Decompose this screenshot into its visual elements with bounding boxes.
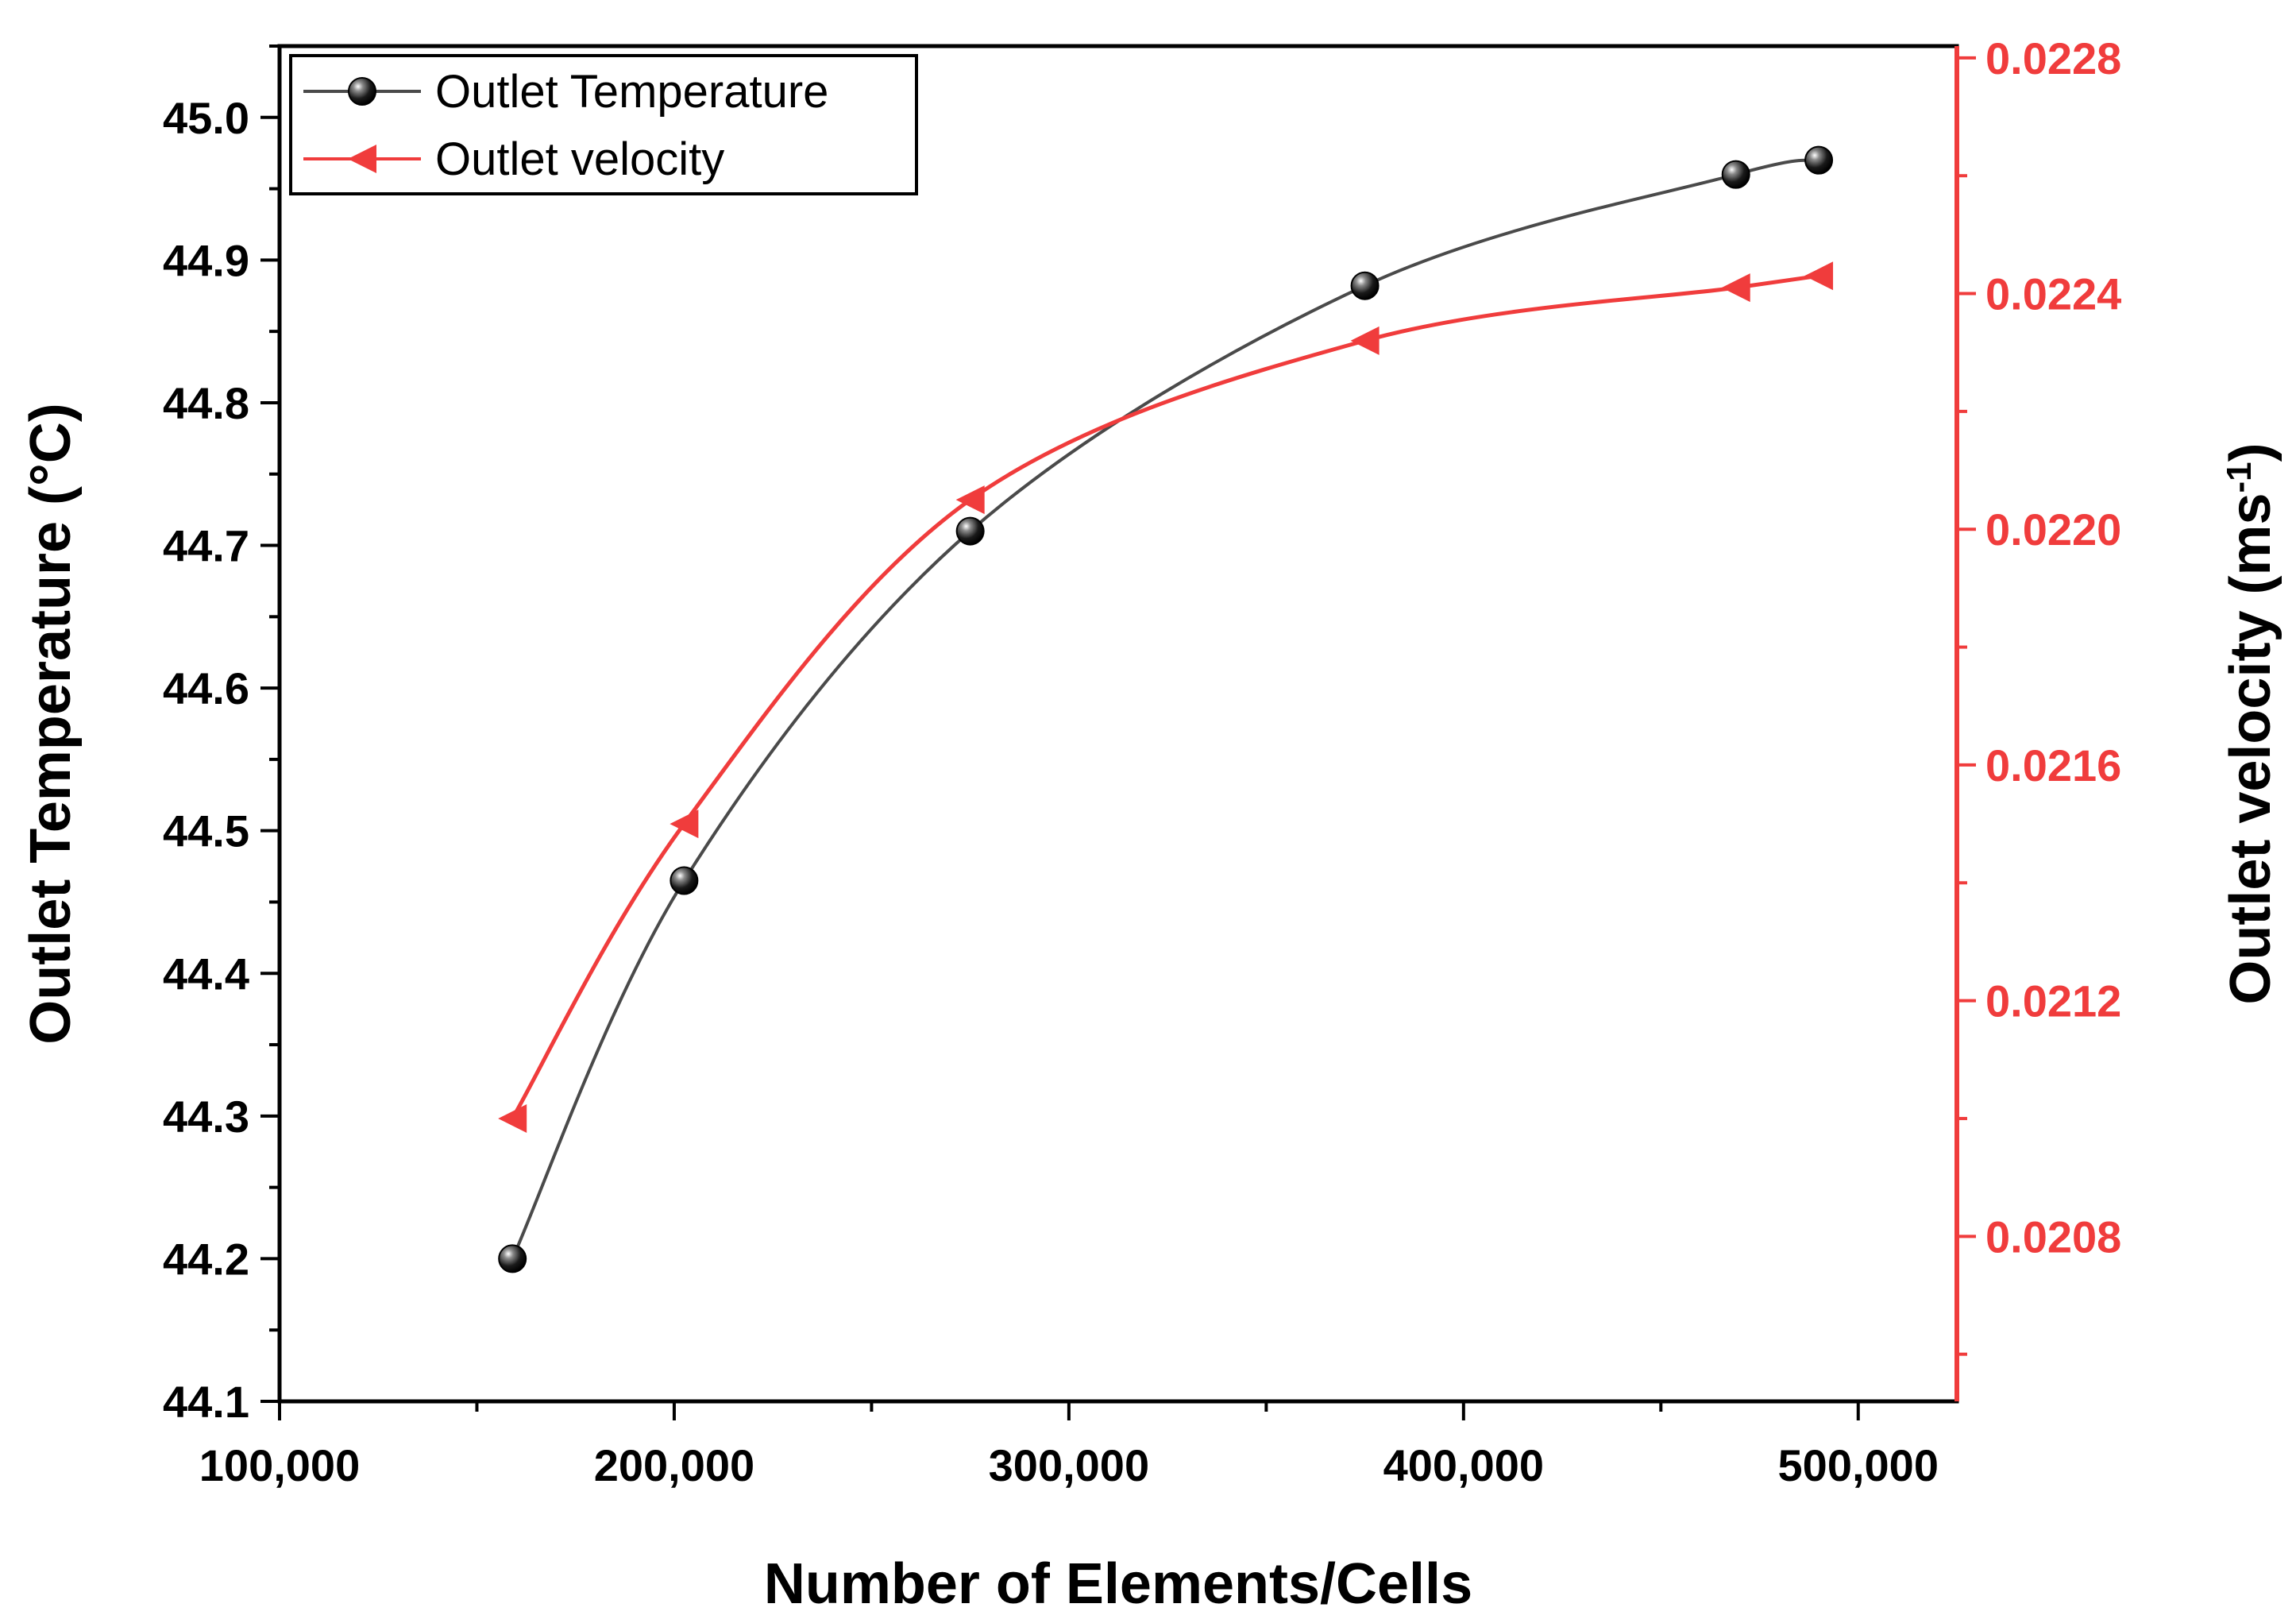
velocity-point (955, 485, 985, 515)
y2-tick-label: 0.0212 (1985, 976, 2121, 1026)
y-axis-title: Outlet Temperature (°C) (19, 403, 83, 1045)
series-outlet-velocity (498, 261, 1834, 1133)
y-tick-label: 44.5 (163, 806, 249, 856)
temperature-point (498, 1244, 527, 1273)
y2-axis-title-close: ) (2219, 442, 2282, 462)
y-tick-label: 45.0 (163, 93, 249, 143)
y2-axis-title: Outlet velocity (ms-1) (2219, 442, 2282, 1004)
x-tick-label: 100,000 (199, 1440, 360, 1490)
y-axis-right: 0.0208 0.0212 0.0216 0.0220 0.0224 0.0228 (1954, 33, 2121, 1401)
series-outlet-temperature (498, 145, 1834, 1273)
x-tick-label: 300,000 (989, 1440, 1149, 1490)
y-tick-label: 44.1 (163, 1377, 249, 1427)
y2-tick-label: 0.0216 (1985, 740, 2121, 790)
velocity-point (670, 810, 699, 839)
legend-vel-marker-icon (348, 145, 376, 173)
velocity-point (1721, 273, 1750, 303)
plot-frame (277, 44, 1959, 1404)
temperature-point (1804, 145, 1834, 175)
legend: Outlet Temperature Outlet velocity (289, 54, 918, 195)
y-tick-label: 44.4 (163, 949, 249, 999)
y-tick-label: 44.6 (163, 663, 249, 713)
y-tick-label: 44.2 (163, 1234, 249, 1284)
y-axis-left: 44.1 44.2 44.3 44.4 44.5 44.6 44.7 44.8 44.9 45.0 (163, 44, 280, 1427)
legend-box (289, 54, 918, 195)
plot-area (498, 145, 1834, 1273)
y2-tick-label: 0.0224 (1985, 269, 2121, 319)
x-tick-label: 400,000 (1383, 1440, 1544, 1490)
x-tick-label: 200,000 (594, 1440, 754, 1490)
temperature-point (1350, 271, 1380, 300)
x-tick-label: 500,000 (1778, 1440, 1939, 1490)
legend-temp-marker-icon (348, 77, 376, 106)
y2-axis-title-main: Outlet velocity (ms (2219, 493, 2282, 1004)
y2-tick-label: 0.0228 (1985, 33, 2121, 83)
temperature-line (511, 158, 1819, 1260)
y2-axis-title-sup: -1 (2220, 462, 2259, 493)
y-tick-label: 44.7 (163, 521, 249, 571)
velocity-line (511, 273, 1819, 1120)
velocity-point (1804, 261, 1834, 291)
y-tick-label: 44.3 (163, 1092, 249, 1142)
y2-tick-label: 0.0220 (1985, 504, 2121, 555)
legend-vel-label: Outlet velocity (435, 133, 724, 185)
velocity-point (1350, 326, 1380, 355)
x-axis: 100,000 200,000 300,000 400,000 500,000 (199, 1401, 1939, 1490)
legend-item-outlet-temperature: Outlet Temperature (303, 66, 828, 118)
y-tick-label: 44.9 (163, 235, 249, 285)
legend-item-outlet-velocity: Outlet velocity (303, 133, 724, 185)
temperature-point (1721, 160, 1750, 189)
x-axis-title: Number of Elements/Cells (764, 1552, 1472, 1616)
temperature-point (955, 516, 985, 546)
y2-tick-label: 0.0208 (1985, 1211, 2121, 1262)
legend-temp-label: Outlet Temperature (435, 66, 828, 118)
y-tick-label: 44.8 (163, 378, 249, 428)
velocity-point (498, 1103, 527, 1133)
temperature-point (670, 866, 699, 895)
